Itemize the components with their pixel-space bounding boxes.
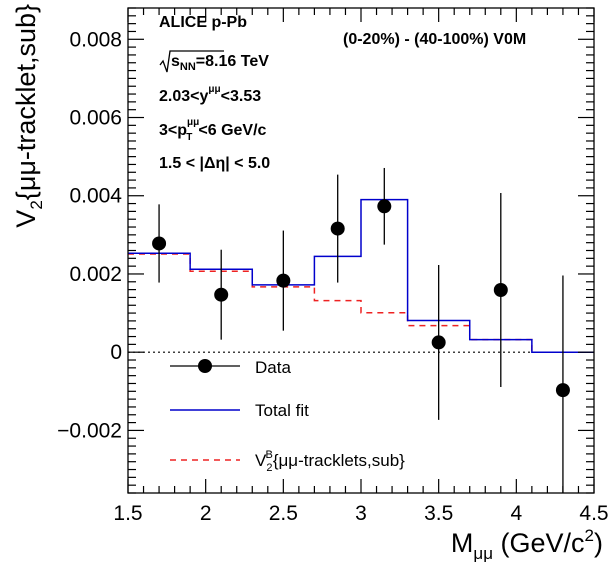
data-marker <box>152 236 167 251</box>
y-tick-label: −0.002 <box>57 419 122 442</box>
data-point <box>152 204 167 283</box>
x-axis-title: Mμμ (GeV/c2) <box>451 526 603 563</box>
data-marker <box>377 199 392 214</box>
data-layer <box>152 167 570 493</box>
ticks-layer: 1.5 2 2.5 3 3.5 4 4.5 −0.002 0 0.002 0.004 0.006 0.0… <box>57 7 609 525</box>
legend: Data Total fit V2B{μμ-tracklets,sub} <box>170 358 405 474</box>
x-tick-label: 1.5 <box>113 502 142 525</box>
y-tick-label: 0.002 <box>69 263 122 286</box>
x-tick-label: 4.5 <box>579 502 608 525</box>
legend-data-label: Data <box>255 358 291 377</box>
annotation-energy: sNN=8.16 TeV <box>171 53 269 73</box>
legend-fit-label: Total fit <box>255 401 309 420</box>
sqrt-symbol <box>159 50 224 73</box>
data-point <box>493 193 508 388</box>
x-tick-label: 3 <box>355 502 367 525</box>
y-axis-title: V2{μμ-tracklet,sub} <box>11 4 46 228</box>
y-tick-label: 0 <box>110 341 122 364</box>
data-point <box>431 264 446 420</box>
data-point <box>330 174 345 283</box>
data-marker <box>330 221 345 236</box>
data-point <box>377 167 392 245</box>
legend-entry-total-fit: Total fit <box>170 401 309 420</box>
x-tick-label: 2.5 <box>269 502 298 525</box>
legend-entry-v2b: V2B{μμ-tracklets,sub} <box>170 449 405 474</box>
data-marker <box>214 287 229 302</box>
data-marker <box>555 383 570 398</box>
annotation-pt: 3<pμμ T <6 GeV/c <box>159 117 267 143</box>
data-point <box>214 249 229 340</box>
y-tick-label: 0.006 <box>69 107 122 130</box>
data-marker <box>276 273 291 288</box>
annotation-delta-eta: 1.5 < |Δη| < 5.0 <box>159 155 270 172</box>
x-tick-label: 3.5 <box>424 502 453 525</box>
y-tick-label: 0.008 <box>69 28 122 51</box>
data-point <box>555 275 570 493</box>
data-marker <box>493 283 508 298</box>
data-point <box>276 230 291 331</box>
data-marker <box>431 335 446 350</box>
annotation-centrality: (0-20%) - (40-100%) V0M <box>343 31 526 48</box>
legend-entry-data: Data <box>170 358 291 377</box>
legend-data-marker <box>198 359 212 373</box>
y-tick-label: 0.004 <box>69 185 122 208</box>
x-tick-label: 4 <box>510 502 522 525</box>
annotation-collaboration: ALICE p-Pb <box>159 14 247 31</box>
annotation-rapidity: 2.03<yμμ<3.53 <box>159 84 261 105</box>
x-tick-label: 2 <box>200 502 212 525</box>
legend-v2b-label: V2B{μμ-tracklets,sub} <box>255 449 405 474</box>
